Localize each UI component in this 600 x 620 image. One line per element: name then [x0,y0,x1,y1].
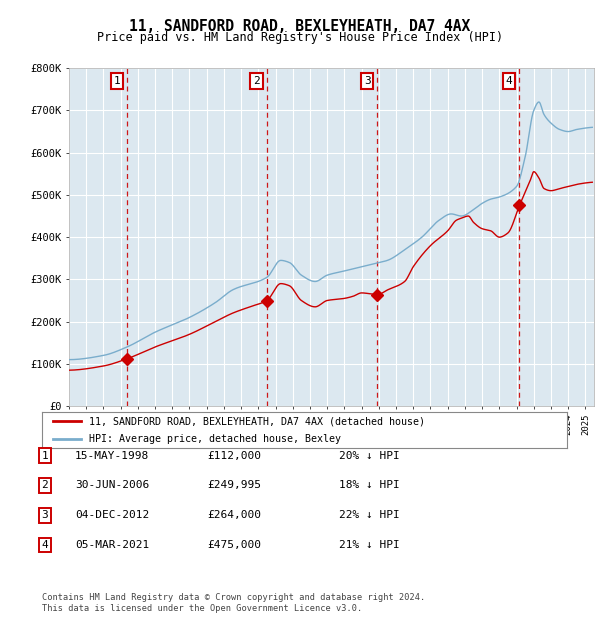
Text: 18% ↓ HPI: 18% ↓ HPI [339,480,400,490]
Text: 05-MAR-2021: 05-MAR-2021 [75,540,149,550]
Text: 1: 1 [41,451,49,461]
Text: 3: 3 [364,76,371,86]
Text: £112,000: £112,000 [207,451,261,461]
Text: Contains HM Land Registry data © Crown copyright and database right 2024.
This d: Contains HM Land Registry data © Crown c… [42,593,425,613]
Text: 4: 4 [506,76,512,86]
Text: 11, SANDFORD ROAD, BEXLEYHEATH, DA7 4AX: 11, SANDFORD ROAD, BEXLEYHEATH, DA7 4AX [130,19,470,33]
Text: 2: 2 [41,480,49,490]
Text: 1: 1 [113,76,120,86]
Text: 30-JUN-2006: 30-JUN-2006 [75,480,149,490]
Text: £475,000: £475,000 [207,540,261,550]
Text: 4: 4 [41,540,49,550]
Text: Price paid vs. HM Land Registry's House Price Index (HPI): Price paid vs. HM Land Registry's House … [97,31,503,43]
Text: 21% ↓ HPI: 21% ↓ HPI [339,540,400,550]
Text: 2: 2 [253,76,260,86]
Text: 04-DEC-2012: 04-DEC-2012 [75,510,149,520]
Text: 20% ↓ HPI: 20% ↓ HPI [339,451,400,461]
Text: £264,000: £264,000 [207,510,261,520]
Text: 3: 3 [41,510,49,520]
Text: 11, SANDFORD ROAD, BEXLEYHEATH, DA7 4AX (detached house): 11, SANDFORD ROAD, BEXLEYHEATH, DA7 4AX … [89,417,425,427]
Text: £249,995: £249,995 [207,480,261,490]
Text: 22% ↓ HPI: 22% ↓ HPI [339,510,400,520]
Text: HPI: Average price, detached house, Bexley: HPI: Average price, detached house, Bexl… [89,433,341,444]
Text: 15-MAY-1998: 15-MAY-1998 [75,451,149,461]
